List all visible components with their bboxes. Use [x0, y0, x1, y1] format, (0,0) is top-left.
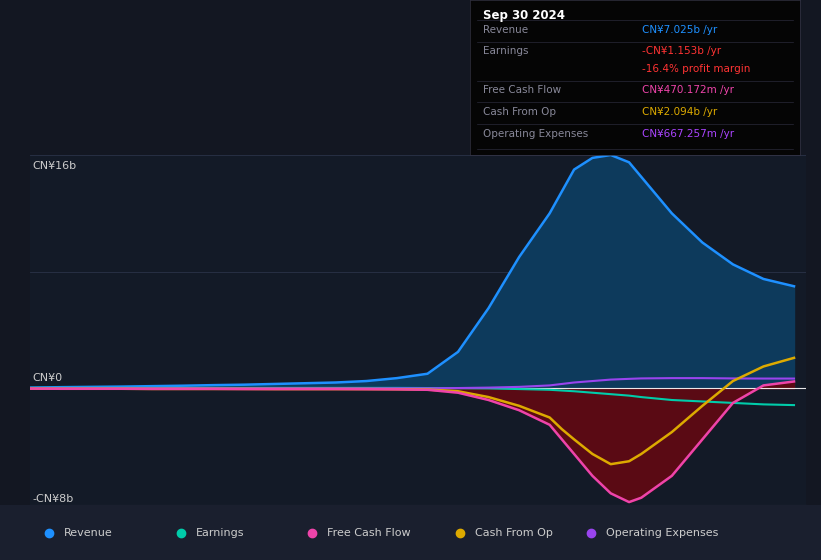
Text: -CN¥1.153b /yr: -CN¥1.153b /yr: [641, 46, 721, 57]
Text: CN¥2.094b /yr: CN¥2.094b /yr: [641, 107, 717, 117]
Text: Sep 30 2024: Sep 30 2024: [484, 10, 565, 22]
Text: Free Cash Flow: Free Cash Flow: [484, 85, 562, 95]
Text: Revenue: Revenue: [64, 528, 112, 538]
Text: Cash From Op: Cash From Op: [475, 528, 553, 538]
Text: -CN¥8b: -CN¥8b: [33, 493, 74, 503]
Text: Free Cash Flow: Free Cash Flow: [327, 528, 410, 538]
Text: CN¥470.172m /yr: CN¥470.172m /yr: [641, 85, 734, 95]
Text: CN¥667.257m /yr: CN¥667.257m /yr: [641, 129, 734, 139]
Text: Earnings: Earnings: [484, 46, 529, 57]
Text: Operating Expenses: Operating Expenses: [484, 129, 589, 139]
Text: Operating Expenses: Operating Expenses: [606, 528, 718, 538]
Text: CN¥16b: CN¥16b: [33, 161, 77, 171]
Text: CN¥0: CN¥0: [33, 373, 63, 383]
Text: Earnings: Earnings: [195, 528, 244, 538]
Text: CN¥7.025b /yr: CN¥7.025b /yr: [641, 25, 717, 35]
Text: Cash From Op: Cash From Op: [484, 107, 556, 117]
Text: Revenue: Revenue: [484, 25, 529, 35]
Text: -16.4% profit margin: -16.4% profit margin: [641, 63, 750, 73]
